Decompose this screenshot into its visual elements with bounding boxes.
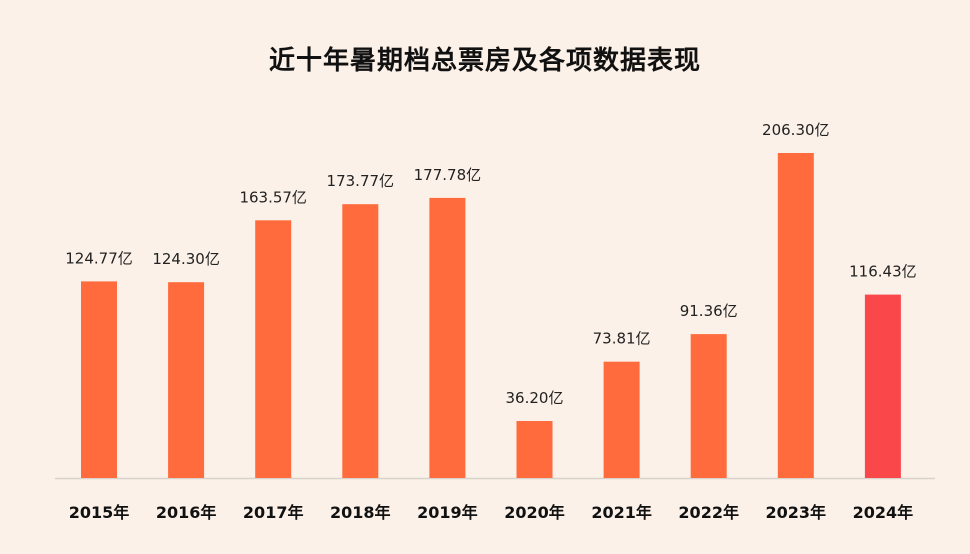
chart-title: 近十年暑期档总票房及各项数据表现 <box>268 46 701 76</box>
x-tick-label-6: 2021年 <box>591 503 652 522</box>
x-tick-label-4: 2019年 <box>417 503 478 522</box>
data-label-4: 177.78亿 <box>414 166 482 184</box>
data-label-0: 124.77亿 <box>65 249 133 267</box>
bar-5 <box>516 421 553 478</box>
data-label-3: 173.77亿 <box>327 172 395 190</box>
x-tick-label-8: 2023年 <box>766 503 827 522</box>
bar-4 <box>429 197 466 478</box>
bar-3 <box>342 204 379 478</box>
x-tick-label-9: 2024年 <box>853 503 914 522</box>
data-label-9: 116.43亿 <box>849 263 917 281</box>
bar-0 <box>81 281 117 478</box>
data-label-1: 124.30亿 <box>152 250 220 268</box>
x-tick-label-3: 2018年 <box>330 503 391 522</box>
bar-9 <box>864 294 901 478</box>
data-label-8: 206.30亿 <box>762 121 830 139</box>
bar-1 <box>168 282 205 478</box>
bar-2 <box>255 220 292 479</box>
x-tick-label-0: 2015年 <box>69 503 130 522</box>
data-label-7: 91.36亿 <box>680 302 738 320</box>
bar-7 <box>690 334 727 478</box>
data-label-6: 73.81亿 <box>593 330 651 348</box>
x-tick-label-1: 2016年 <box>156 503 217 522</box>
bar-6 <box>603 361 640 478</box>
bar-8 <box>777 153 814 478</box>
x-tick-label-7: 2022年 <box>678 503 739 522</box>
data-label-5: 36.20亿 <box>506 389 564 407</box>
x-tick-label-2: 2017年 <box>243 503 304 522</box>
data-label-2: 163.57亿 <box>239 188 307 206</box>
x-tick-label-5: 2020年 <box>504 503 565 522</box>
